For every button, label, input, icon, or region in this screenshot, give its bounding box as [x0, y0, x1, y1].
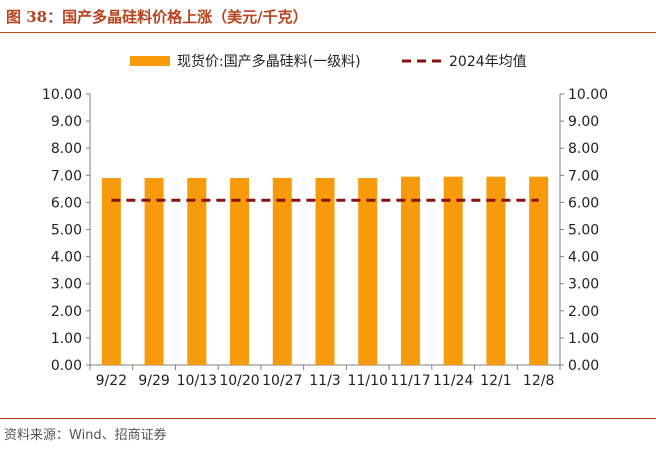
y-tick-label-right: 10.00 — [568, 87, 608, 103]
x-tick-label: 11/3 — [309, 373, 340, 389]
x-tick-label: 9/29 — [138, 373, 169, 389]
y-tick-label-right: 5.00 — [568, 223, 599, 239]
bar — [400, 176, 420, 365]
y-tick-label-right: 0.00 — [568, 358, 599, 374]
y-tick-label-right: 1.00 — [568, 331, 599, 347]
y-tick-label-right: 3.00 — [568, 277, 599, 293]
bar — [272, 178, 292, 365]
y-tick-label-left: 7.00 — [51, 168, 82, 184]
x-tick-label: 11/17 — [390, 373, 430, 389]
x-tick-label: 12/8 — [523, 373, 554, 389]
x-tick-label: 10/27 — [262, 373, 302, 389]
x-tick-label: 11/10 — [348, 373, 388, 389]
bar — [529, 176, 549, 365]
y-tick-label-left: 0.00 — [51, 358, 82, 374]
x-tick-label: 10/20 — [219, 373, 259, 389]
bar — [144, 178, 164, 365]
y-tick-label-left: 9.00 — [51, 114, 82, 130]
y-tick-label-left: 6.00 — [51, 195, 82, 211]
y-tick-label-left: 1.00 — [51, 331, 82, 347]
source-note: 资料来源：Wind、招商证券 — [4, 428, 167, 443]
legend-label-line: 2024年均值 — [449, 54, 527, 70]
x-tick-label: 10/13 — [177, 373, 217, 389]
bar — [187, 178, 207, 365]
bar — [443, 176, 463, 365]
x-tick-label: 11/24 — [433, 373, 473, 389]
figure-title: 图 38：国产多晶硅料价格上涨（美元/千克） — [6, 8, 308, 26]
y-tick-label-right: 8.00 — [568, 141, 599, 157]
legend-label-bar: 现货价:国产多晶硅料(一级料) — [177, 53, 361, 70]
y-tick-label-right: 9.00 — [568, 114, 599, 130]
y-tick-label-right: 2.00 — [568, 304, 599, 320]
bar — [315, 178, 335, 365]
y-tick-label-left: 10.00 — [42, 87, 82, 103]
title-divider — [0, 32, 656, 33]
x-tick-label: 12/1 — [480, 373, 511, 389]
y-tick-label-right: 4.00 — [568, 250, 599, 266]
bar — [486, 176, 506, 365]
y-tick-label-left: 4.00 — [51, 250, 82, 266]
bar — [358, 178, 378, 365]
y-tick-label-right: 6.00 — [568, 195, 599, 211]
legend-swatch-bar — [130, 56, 170, 66]
y-tick-label-right: 7.00 — [568, 168, 599, 184]
bar — [101, 178, 121, 365]
footer-divider — [0, 418, 656, 419]
x-tick-label: 9/22 — [96, 373, 127, 389]
bar — [230, 178, 250, 365]
y-tick-label-left: 8.00 — [51, 141, 82, 157]
y-tick-label-left: 5.00 — [51, 223, 82, 239]
y-tick-label-left: 2.00 — [51, 304, 82, 320]
y-tick-label-left: 3.00 — [51, 277, 82, 293]
